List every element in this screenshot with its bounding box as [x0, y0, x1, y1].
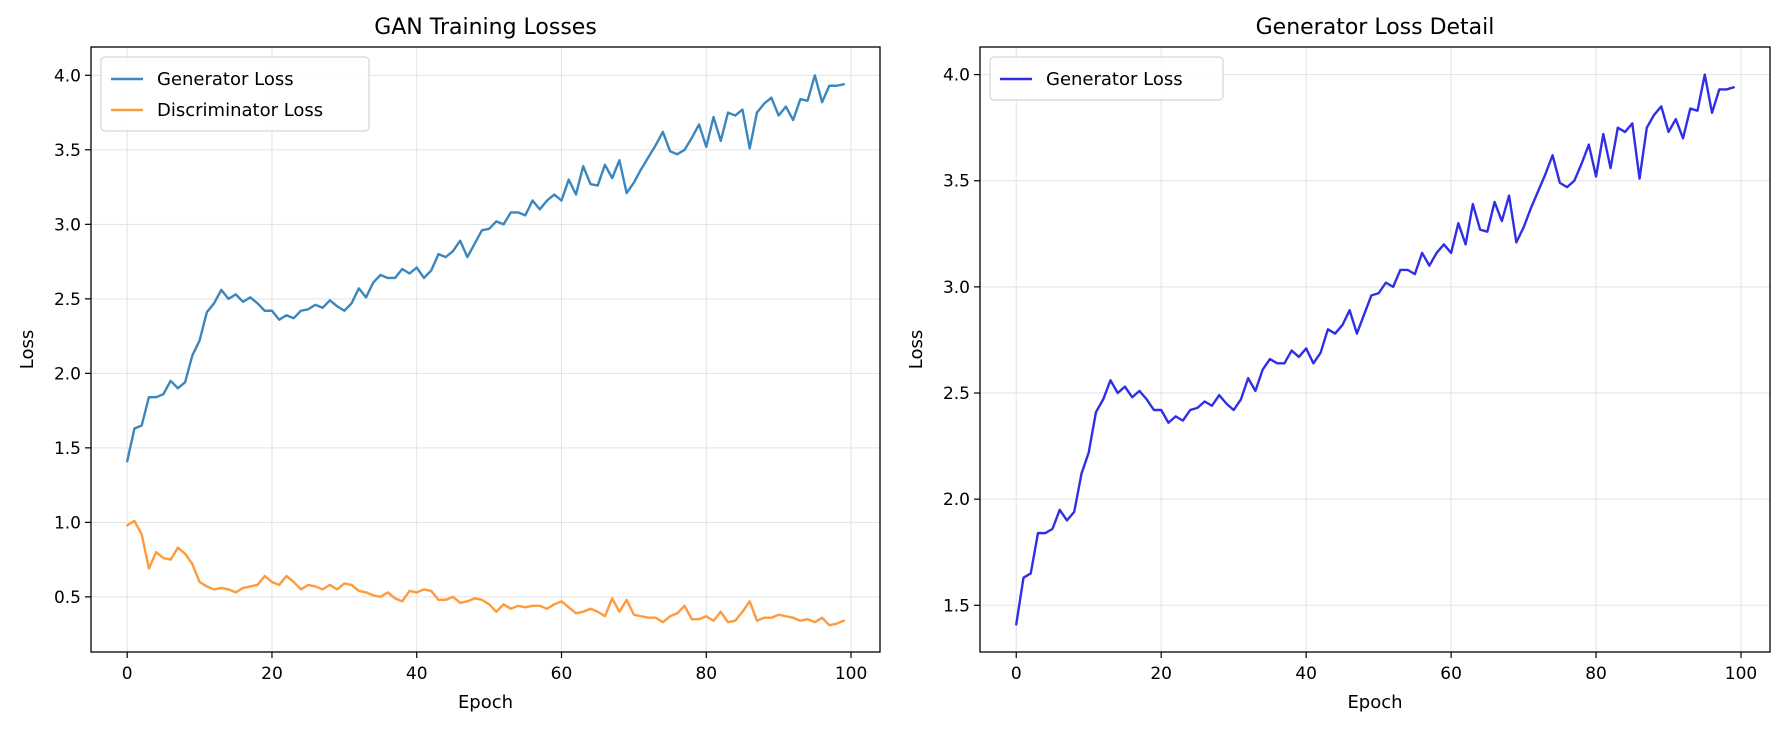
axes-frame [90, 46, 881, 653]
y-tick-label: 4.0 [54, 66, 81, 86]
y-tick-label: 3.5 [943, 172, 970, 192]
y-tick-label: 2.5 [54, 290, 81, 310]
y-tick-label: 4.0 [943, 66, 970, 86]
chart-panel-2: 0 20 40 60 80 100 1.5 2.0 2.5 3.0 3.5 4.0 Generator … [906, 15, 1771, 713]
y-tick-label: 2.5 [943, 384, 970, 404]
chart-panel-1: 0 20 40 60 80 100 0.5 1.0 1.5 2.0 2.5 3.0 3.5 4.0 GAN … [17, 15, 881, 713]
y-tick-label: 0.5 [54, 588, 81, 608]
x-tick-label: 20 [1150, 664, 1172, 684]
y-axis-label: Loss [17, 330, 38, 369]
axes-frame [979, 46, 1771, 653]
legend-entry: Discriminator Loss [157, 100, 323, 121]
legend-entry: Generator Loss [157, 69, 294, 90]
legend-entry: Generator Loss [1046, 69, 1183, 90]
x-tick-label: 40 [406, 664, 428, 684]
y-axis-label: Loss [906, 330, 927, 369]
y-tick-label: 3.0 [54, 215, 81, 235]
x-tick-label: 0 [122, 664, 133, 684]
y-tick-label: 2.0 [943, 490, 970, 510]
chart-title: Generator Loss Detail [1256, 15, 1495, 40]
x-axis-label: Epoch [458, 692, 513, 713]
legend: Generator Loss Discriminator Loss [100, 56, 370, 132]
x-tick-label: 100 [1725, 664, 1757, 684]
x-tick-label: 0 [1011, 664, 1022, 684]
series-line-discriminator-loss [125, 519, 846, 627]
x-tick-label: 60 [1440, 664, 1462, 684]
series-line-generator-loss [125, 74, 846, 463]
x-tick-label: 40 [1295, 664, 1317, 684]
x-tick-label: 80 [1585, 664, 1607, 684]
x-tick-label: 20 [261, 664, 283, 684]
y-tick-label: 3.5 [54, 141, 81, 161]
series-line-generator-loss [1015, 73, 1735, 626]
x-tick-label: 60 [551, 664, 573, 684]
y-tick-label: 2.0 [54, 364, 81, 384]
legend-box [989, 56, 1224, 101]
y-tick-label: 1.5 [943, 596, 970, 616]
legend-box [100, 56, 370, 132]
x-tick-label: 100 [835, 664, 867, 684]
x-tick-label: 80 [695, 664, 717, 684]
y-tick-label: 1.5 [54, 439, 81, 459]
y-tick-label: 1.0 [54, 513, 81, 533]
x-axis-label: Epoch [1347, 692, 1402, 713]
legend: Generator Loss [989, 56, 1224, 101]
chart-title: GAN Training Losses [374, 15, 597, 40]
y-tick-label: 3.0 [943, 278, 970, 298]
